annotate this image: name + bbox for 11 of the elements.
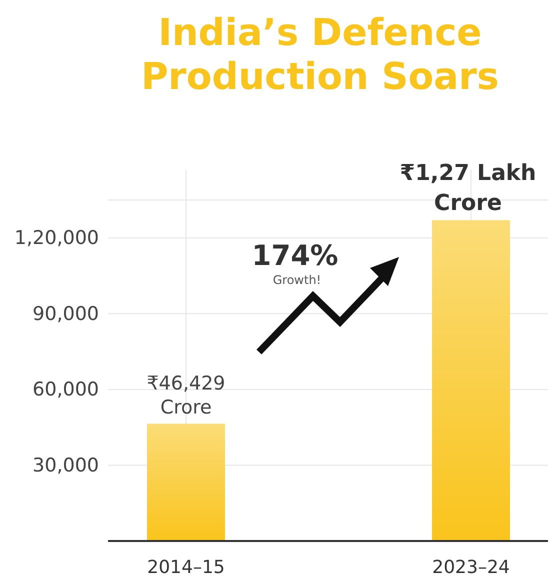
annotation: ₹1,27 Lakh Crore <box>400 161 536 216</box>
y-tick-label: 30,000 <box>32 454 99 476</box>
chart-title: India’s Defence Production Soars <box>141 11 499 98</box>
annotation: 174% <box>252 239 338 272</box>
y-tick-label: 60,000 <box>32 378 99 401</box>
x-tick-label: 2014–15 <box>147 557 225 578</box>
data-label: ₹46,429 Crore <box>146 372 226 419</box>
annotation: Growth! <box>272 273 322 287</box>
y-tick-label: 90,000 <box>32 302 99 325</box>
x-tick-label: 2023–24 <box>432 557 510 578</box>
y-tick-label: 1,20,000 <box>14 226 99 249</box>
